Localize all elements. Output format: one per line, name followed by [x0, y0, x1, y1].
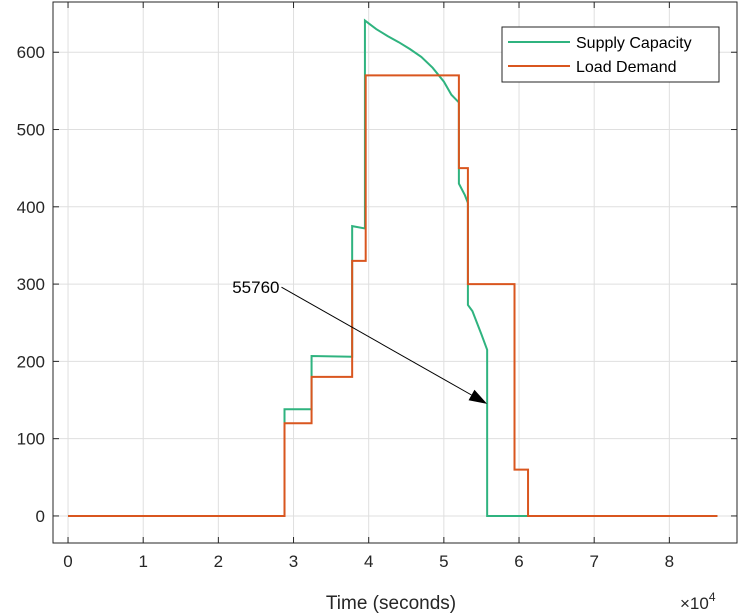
x-tick-label: 1 [138, 552, 147, 571]
x-tick-label: 6 [514, 552, 523, 571]
x-exponent-label: ×104 [680, 590, 716, 613]
plot-area [53, 2, 737, 543]
y-tick-labels: 0 100 200 300 400 500 600 [17, 43, 45, 526]
y-tick-label: 600 [17, 43, 45, 62]
annotation-label: 55760 [232, 278, 279, 297]
plot-frame [52, 1, 738, 544]
legend-label-supply-capacity: Supply Capacity [576, 35, 692, 52]
legend-box [501, 26, 720, 83]
y-tick-label: 500 [17, 121, 45, 140]
x-tick-label: 3 [289, 552, 298, 571]
annotation: 55760 [232, 278, 488, 404]
series-layer [68, 18, 718, 517]
x-tick-label: 5 [439, 552, 448, 571]
annotation-arrow-head [468, 389, 488, 404]
y-tick-label: 300 [17, 275, 45, 294]
series-line-supply-capacity [68, 18, 718, 517]
x-tick-label: 4 [364, 552, 373, 571]
grid [53, 2, 737, 543]
x-axis-label: Time (seconds) [326, 593, 456, 614]
y-tick-label: 400 [17, 198, 45, 217]
annotation-arrow-line [281, 286, 472, 396]
x-tick-label: 8 [665, 552, 674, 571]
x-tick-label: 7 [589, 552, 598, 571]
x-tick-labels: 0 1 2 3 4 5 6 7 8 [63, 552, 674, 571]
y-tick-label: 100 [17, 430, 45, 449]
x-tick-label: 2 [214, 552, 223, 571]
x-tick-label: 0 [63, 552, 72, 571]
legend-label-load-demand: Load Demand [576, 59, 677, 76]
legend: Supply Capacity Load Demand [501, 26, 720, 83]
ticks [53, 2, 737, 543]
y-tick-label: 200 [17, 352, 45, 371]
series-line-load-demand [68, 74, 718, 517]
y-tick-label: 0 [36, 507, 45, 526]
